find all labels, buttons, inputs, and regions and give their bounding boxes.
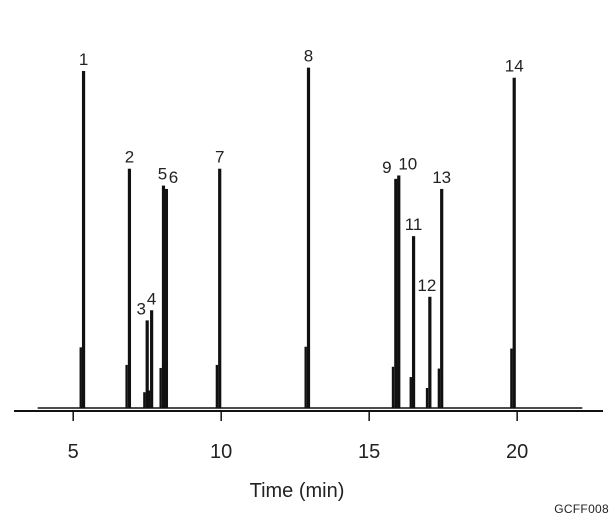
peak-2	[127, 168, 132, 408]
peak-label-2: 2	[125, 148, 134, 167]
peak-7-shoulder	[215, 364, 219, 408]
peak-label-6: 6	[169, 168, 178, 187]
peak-5	[161, 185, 166, 408]
peak-5-shoulder	[159, 367, 162, 408]
peak-10-shoulder	[394, 366, 398, 408]
peak-12	[428, 296, 432, 408]
peak-6	[164, 188, 169, 408]
peak-7	[218, 168, 222, 408]
x-axis-title: Time (min)	[250, 480, 345, 502]
peak-13	[440, 188, 444, 408]
figure-code: GCFF008	[554, 502, 609, 516]
peak-2-shoulder	[125, 364, 128, 408]
peak-8-shoulder	[304, 346, 307, 408]
peak-11	[411, 236, 416, 408]
x-tick-label: 20	[506, 441, 528, 463]
peak-label-7: 7	[215, 148, 224, 167]
peak-4-shoulder	[147, 390, 151, 408]
peak-label-4: 4	[147, 289, 156, 308]
peak-8	[306, 67, 311, 408]
peak-4	[150, 310, 154, 408]
peak-label-13: 13	[432, 168, 451, 187]
x-tick-label: 10	[210, 441, 232, 463]
peak-9	[394, 178, 398, 408]
peak-label-9: 9	[382, 158, 391, 177]
peak-10	[397, 175, 401, 408]
peak-14-shoulder	[510, 348, 513, 408]
peak-1-shoulder	[79, 347, 82, 408]
peak-label-8: 8	[304, 47, 313, 66]
peak-label-11: 11	[405, 215, 423, 234]
peak-13-shoulder	[437, 368, 441, 408]
x-axis: 5 10 15 20	[14, 410, 603, 463]
peak-3-shoulder	[143, 392, 146, 408]
peak-6-shoulder	[162, 368, 165, 408]
peak-1	[81, 71, 86, 408]
peak-12-shoulder	[425, 387, 429, 408]
peak-label-10: 10	[398, 154, 417, 173]
peak-14	[512, 77, 516, 409]
peak-9-shoulder	[391, 366, 395, 408]
peak-label-5: 5	[158, 165, 167, 184]
peak-label-1: 1	[79, 50, 88, 69]
x-tick-label: 15	[358, 441, 380, 463]
peak-label-14: 14	[505, 57, 524, 76]
peak-11-shoulder	[409, 377, 412, 408]
peak-label-3: 3	[136, 299, 145, 318]
x-tick-label: 5	[68, 441, 79, 463]
chromatogram-trace	[37, 67, 583, 409]
peak-3	[145, 320, 149, 408]
peak-label-12: 12	[417, 276, 436, 295]
